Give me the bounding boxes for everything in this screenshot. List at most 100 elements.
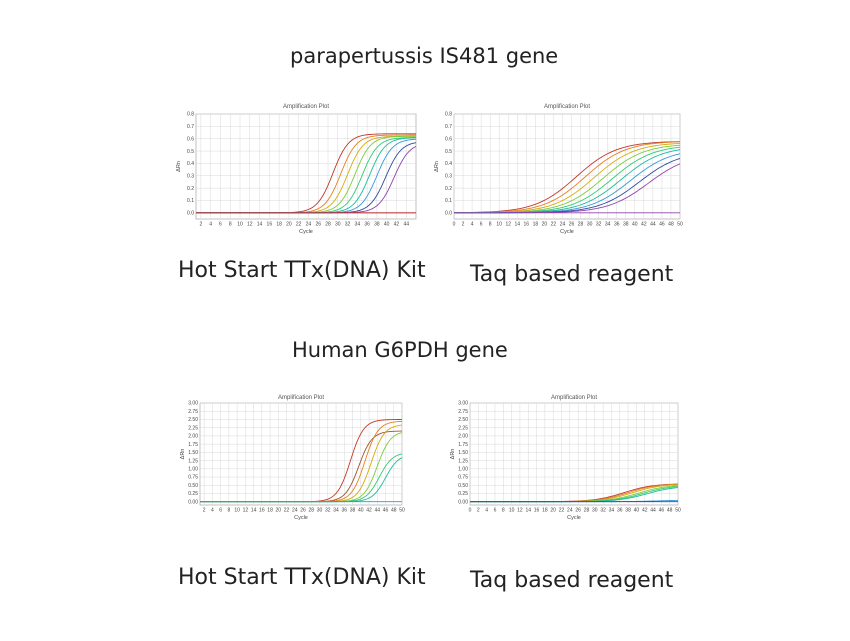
x-tick-label: 16 [534, 508, 540, 514]
y-tick-label: 0.2 [187, 186, 194, 192]
x-tick-label: 10 [237, 222, 243, 228]
x-tick-label: 6 [480, 222, 483, 228]
x-tick-label: 22 [559, 508, 565, 514]
plot-hotstart-parapertussis: Amplification Plot 0.0 0.1 0.2 0.3 0.4 0.5 0.6 0… [172, 100, 422, 245]
amplification-plot-svg: Amplification Plot 0.0 0.1 0.2 0.3 0.4 0.5 0.6 0… [434, 104, 683, 235]
x-tick-label: 6 [219, 508, 222, 514]
chart-title: Amplification Plot [278, 395, 324, 401]
x-tick-label: 48 [391, 508, 397, 514]
x-tick-label: 26 [569, 222, 575, 228]
x-tick-label: 0 [453, 222, 456, 228]
y-tick-label: 2.75 [458, 409, 468, 415]
y-tick-label: 1.00 [188, 467, 198, 473]
y-tick-label: 1.50 [458, 450, 468, 456]
x-tick-label: 38 [374, 222, 380, 228]
y-tick-label: 2.50 [188, 417, 198, 423]
x-tick-label: 4 [209, 222, 212, 228]
x-tick-label: 12 [517, 508, 523, 514]
x-tick-label: 44 [650, 508, 656, 514]
x-tick-label: 50 [399, 508, 405, 514]
y-tick-label: 0.50 [458, 483, 468, 489]
x-tick-label: 24 [306, 222, 312, 228]
y-tick-label: 0.8 [187, 112, 194, 118]
caption-hotstart-bottom: Hot Start TTx(DNA) Kit [178, 565, 426, 590]
x-tick-label: 2 [462, 222, 465, 228]
x-tick-label: 36 [614, 222, 620, 228]
x-tick-label: 30 [592, 508, 598, 514]
y-tick-label: 0.0 [445, 211, 452, 217]
x-tick-label: 30 [587, 222, 593, 228]
x-axis-label: Cycle [560, 229, 574, 235]
y-tick-label: 0.3 [187, 173, 194, 179]
x-tick-label: 12 [247, 222, 253, 228]
y-tick-label: 0.6 [187, 136, 194, 142]
x-tick-label: 42 [394, 222, 400, 228]
y-tick-label: 0.50 [188, 483, 198, 489]
x-tick-label: 12 [243, 508, 249, 514]
y-tick-label: 0.3 [445, 173, 452, 179]
x-tick-label: 6 [494, 508, 497, 514]
caption-hotstart-top: Hot Start TTx(DNA) Kit [178, 258, 426, 283]
y-tick-label: 1.50 [188, 450, 198, 456]
y-axis-label: ΔRn [450, 449, 456, 460]
x-tick-label: 0 [469, 508, 472, 514]
x-tick-label: 46 [659, 222, 665, 228]
plot-area [469, 402, 679, 506]
chart-title: Amplification Plot [283, 104, 329, 110]
x-tick-label: 38 [623, 222, 629, 228]
section-title-g6pdh: Human G6PDH gene [292, 338, 508, 362]
x-tick-label: 6 [219, 222, 222, 228]
caption-taq-bottom: Taq based reagent [470, 568, 674, 593]
y-tick-label: 1.25 [188, 458, 198, 464]
y-tick-label: 0.1 [187, 198, 194, 204]
y-tick-label: 0.25 [458, 491, 468, 497]
x-tick-label: 20 [542, 222, 548, 228]
x-tick-label: 4 [485, 508, 488, 514]
y-axis-label: ΔRn [434, 161, 440, 172]
y-tick-label: 0.7 [445, 124, 452, 130]
y-tick-label: 2.25 [188, 425, 198, 431]
x-tick-label: 42 [641, 222, 647, 228]
x-tick-label: 10 [496, 222, 502, 228]
y-tick-label: 2.00 [458, 434, 468, 440]
x-tick-label: 14 [251, 508, 257, 514]
x-tick-label: 50 [677, 222, 683, 228]
plot-area [453, 113, 681, 220]
x-axis-label: Cycle [567, 515, 581, 521]
x-tick-label: 28 [325, 222, 331, 228]
amplification-plot-svg: Amplification Plot 0.0 0.1 0.2 0.3 0.4 0.5 0.6 0… [176, 104, 417, 235]
x-tick-label: 14 [514, 222, 520, 228]
x-tick-label: 2 [203, 508, 206, 514]
x-tick-label: 26 [315, 222, 321, 228]
x-tick-label: 16 [267, 222, 273, 228]
x-tick-label: 28 [584, 508, 590, 514]
x-tick-label: 26 [575, 508, 581, 514]
y-tick-label: 0.0 [187, 211, 194, 217]
y-tick-label: 0.75 [458, 475, 468, 481]
x-tick-label: 36 [342, 508, 348, 514]
x-tick-label: 38 [350, 508, 356, 514]
y-tick-label: 1.00 [458, 467, 468, 473]
y-tick-label: 0.25 [188, 491, 198, 497]
x-tick-label: 28 [578, 222, 584, 228]
x-tick-label: 40 [632, 222, 638, 228]
x-tick-label: 14 [257, 222, 263, 228]
y-tick-label: 0.8 [445, 112, 452, 118]
x-tick-label: 24 [292, 508, 298, 514]
x-tick-label: 24 [567, 508, 573, 514]
y-axis-label: ΔRn [176, 161, 182, 172]
x-tick-label: 22 [551, 222, 557, 228]
chart-title: Amplification Plot [551, 395, 597, 401]
x-tick-label: 34 [609, 508, 615, 514]
x-tick-label: 20 [276, 508, 282, 514]
plot-area [195, 113, 417, 220]
x-tick-label: 10 [509, 508, 515, 514]
amplification-plot-svg: Amplification Plot 0.00 0.25 0.50 0.75 1.00 1.… [180, 395, 405, 521]
y-tick-label: 1.75 [458, 442, 468, 448]
chart-title: Amplification Plot [544, 104, 590, 110]
y-tick-label: 3.00 [188, 401, 198, 407]
plot-hotstart-g6pdh: Amplification Plot 0.00 0.25 0.50 0.75 1.00 1.… [172, 391, 408, 531]
section-title-parapertussis: parapertussis IS481 gene [290, 44, 559, 68]
x-tick-label: 30 [335, 222, 341, 228]
x-tick-label: 42 [366, 508, 372, 514]
